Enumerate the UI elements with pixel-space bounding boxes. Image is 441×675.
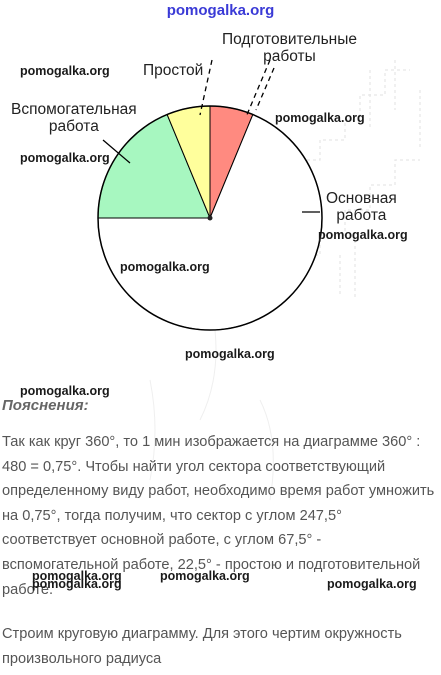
leader-line-aux bbox=[102, 139, 131, 164]
watermark: pomogalka.org bbox=[275, 111, 365, 125]
slice-label-idle: Простой bbox=[143, 62, 203, 79]
slice-label-prep-line1: Подготовительные bbox=[222, 31, 357, 48]
slice-label-prep-line2: работы bbox=[263, 48, 316, 65]
slice-label-main: Основная работа bbox=[326, 190, 397, 224]
slice-label-main-line1: Основная bbox=[326, 190, 397, 207]
slice-label-idle-line1: Простой bbox=[143, 62, 204, 79]
watermark: pomogalka.org bbox=[20, 64, 110, 78]
slice-label-aux-line2: работа bbox=[48, 118, 99, 135]
slice-label-aux: Вспомогательная работа bbox=[11, 101, 137, 135]
leader-line-prep-2 bbox=[255, 67, 275, 111]
watermark: pomogalka.org bbox=[20, 151, 110, 165]
watermark: pomogalka.org bbox=[20, 384, 110, 398]
slice-label-prep: Подготовительные работы bbox=[222, 31, 357, 65]
watermark: pomogalka.org bbox=[120, 260, 210, 274]
leader-line-idle bbox=[199, 59, 213, 116]
explanation-paragraph-1: Так как круг 360°, то 1 мин изображается… bbox=[2, 434, 435, 598]
watermark-top: pomogalka.org bbox=[166, 2, 275, 19]
pie-center-dot bbox=[207, 215, 213, 221]
watermark: pomogalka.org bbox=[160, 569, 250, 583]
explanation-paragraph-2: Строим круговую диаграмму. Для этого чер… bbox=[2, 626, 402, 667]
explanation-heading: Пояснения: bbox=[2, 397, 89, 414]
pie-outline bbox=[97, 105, 323, 331]
watermark: pomogalka.org bbox=[32, 577, 122, 591]
slice-label-aux-line1: Вспомогательная bbox=[11, 101, 137, 118]
watermark: pomogalka.org bbox=[327, 577, 417, 591]
watermark: pomogalka.org bbox=[185, 347, 275, 361]
watermark: pomogalka.org bbox=[32, 569, 122, 583]
leader-line-prep-1 bbox=[245, 59, 271, 118]
watermark: pomogalka.org bbox=[318, 228, 408, 242]
slice-label-main-line2: работа bbox=[336, 207, 387, 224]
